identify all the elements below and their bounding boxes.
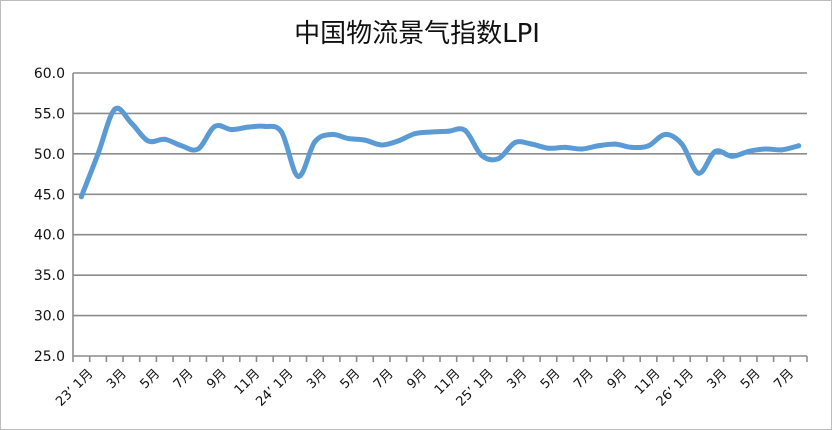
data-point [329,131,335,137]
y-tick-label: 60.0 [34,66,65,82]
x-tick-label: 5月 [538,366,564,392]
x-tick-label: 9月 [204,366,230,392]
x-tick-label: 3月 [504,366,530,392]
data-point [729,153,735,159]
data-point [295,173,301,179]
data-point [178,143,184,149]
data-point [195,146,201,152]
data-point [279,129,285,135]
data-point [78,194,84,200]
y-tick-label: 35.0 [34,268,65,284]
x-tick-label: 7月 [171,366,197,392]
x-tick-label: 5月 [338,366,364,392]
y-tick-label: 50.0 [34,147,65,163]
y-tick-label: 40.0 [34,228,65,244]
x-tick-label: 25’ 1月 [454,366,497,409]
data-point [595,143,601,149]
data-point [796,143,802,149]
data-point [412,131,418,137]
data-point [395,138,401,144]
series-line [78,105,802,200]
data-point [429,129,435,135]
data-point [228,127,234,133]
data-point [128,120,134,126]
data-point [779,147,785,153]
x-tick-label: 7月 [571,366,597,392]
y-tick-label: 25.0 [34,349,65,365]
data-point [262,123,268,129]
data-point [646,143,652,149]
x-tick-label: 3月 [705,366,731,392]
x-tick-label: 23’ 1月 [53,366,96,409]
data-point [562,144,568,150]
data-point [379,142,385,148]
data-point [312,139,318,145]
y-tick-label: 30.0 [34,309,65,325]
data-point [462,127,468,133]
data-point [612,141,618,147]
data-point [679,141,685,147]
y-tick-label: 45.0 [34,187,65,203]
data-point [212,123,218,129]
y-tick-label: 55.0 [34,106,65,122]
data-point [579,146,585,152]
chart-title: 中国物流景气指数LPI [294,19,540,49]
x-tick-label: 7月 [371,366,397,392]
data-point [545,145,551,151]
data-point [712,148,718,154]
x-tick-label: 7月 [771,366,797,392]
x-tick-label: 5月 [738,366,764,392]
data-point [245,124,251,130]
data-point [112,106,118,112]
x-tick-label: 26’ 1月 [654,366,697,409]
x-tick-label: 3月 [104,366,130,392]
x-tick-label: 9月 [605,366,631,392]
data-point [529,141,535,147]
data-point [362,137,368,143]
x-tick-label: 3月 [304,366,330,392]
data-point [479,152,485,158]
x-tick-label: 5月 [137,366,163,392]
data-point [662,131,668,137]
data-point [629,144,635,150]
x-tick-label: 24’ 1月 [253,366,296,409]
data-point [512,140,518,146]
data-point [145,138,151,144]
data-point [762,146,768,152]
data-point [162,136,168,142]
x-tick-label: 9月 [404,366,430,392]
data-point [746,148,752,154]
data-point [345,135,351,141]
data-point [495,156,501,162]
data-point [445,128,451,134]
data-point [696,170,702,176]
data-point [95,151,101,157]
